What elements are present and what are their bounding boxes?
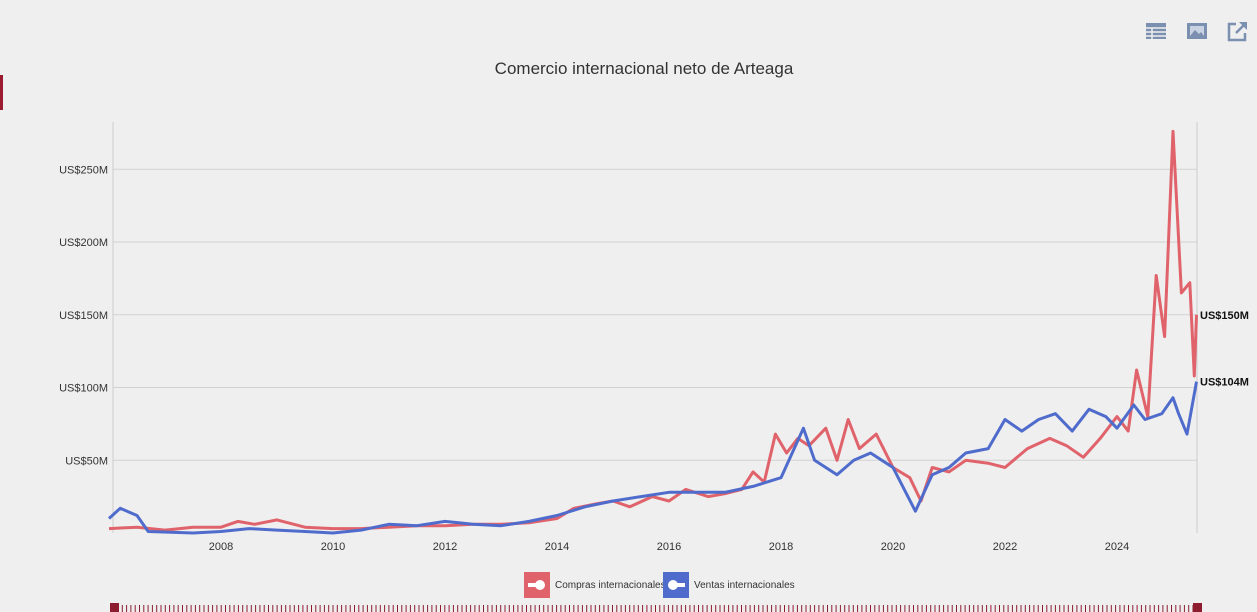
chart-toolbar	[1145, 20, 1249, 42]
x-tick-label: 2010	[321, 541, 345, 553]
image-icon[interactable]	[1186, 20, 1208, 42]
y-tick-label: US$250M	[59, 164, 108, 176]
x-tick-label: 2018	[769, 541, 793, 553]
end-value-label: US$150M	[1200, 310, 1249, 322]
x-tick-label: 2012	[433, 541, 457, 553]
x-tick-label: 2008	[209, 541, 233, 553]
svg-text:Compras internacionales: Compras internacionales	[555, 580, 666, 591]
legend: Compras internacionales Ventas internaci…	[524, 572, 795, 598]
section-accent-bar	[0, 75, 3, 110]
x-tick-label: 2024	[1105, 541, 1129, 553]
x-tick-label: 2022	[993, 541, 1017, 553]
legend-item-compras[interactable]: Compras internacionales	[524, 572, 666, 598]
series-line-compras[interactable]	[108, 129, 1198, 532]
navigator-handle-left[interactable]	[110, 603, 119, 612]
y-tick-label: US$150M	[59, 310, 108, 322]
chart-title: Comercio internacional neto de Arteaga	[495, 59, 794, 78]
y-tick-label: US$200M	[59, 237, 108, 249]
y-tick-label: US$50M	[65, 455, 108, 467]
table-icon[interactable]	[1145, 20, 1167, 42]
series-line-ventas[interactable]	[107, 381, 1198, 535]
svg-text:Ventas internacionales: Ventas internacionales	[694, 580, 795, 591]
x-tick-label: 2014	[545, 541, 569, 553]
navigator-scrollbar[interactable]	[110, 603, 1202, 612]
x-tick-label: 2016	[657, 541, 681, 553]
external-link-icon[interactable]	[1227, 20, 1249, 42]
y-tick-label: US$100M	[59, 383, 108, 395]
x-tick-label: 2020	[881, 541, 905, 553]
navigator-handle-right[interactable]	[1193, 603, 1202, 612]
end-value-label: US$104M	[1200, 377, 1249, 389]
legend-item-ventas[interactable]: Ventas internacionales	[663, 572, 795, 598]
